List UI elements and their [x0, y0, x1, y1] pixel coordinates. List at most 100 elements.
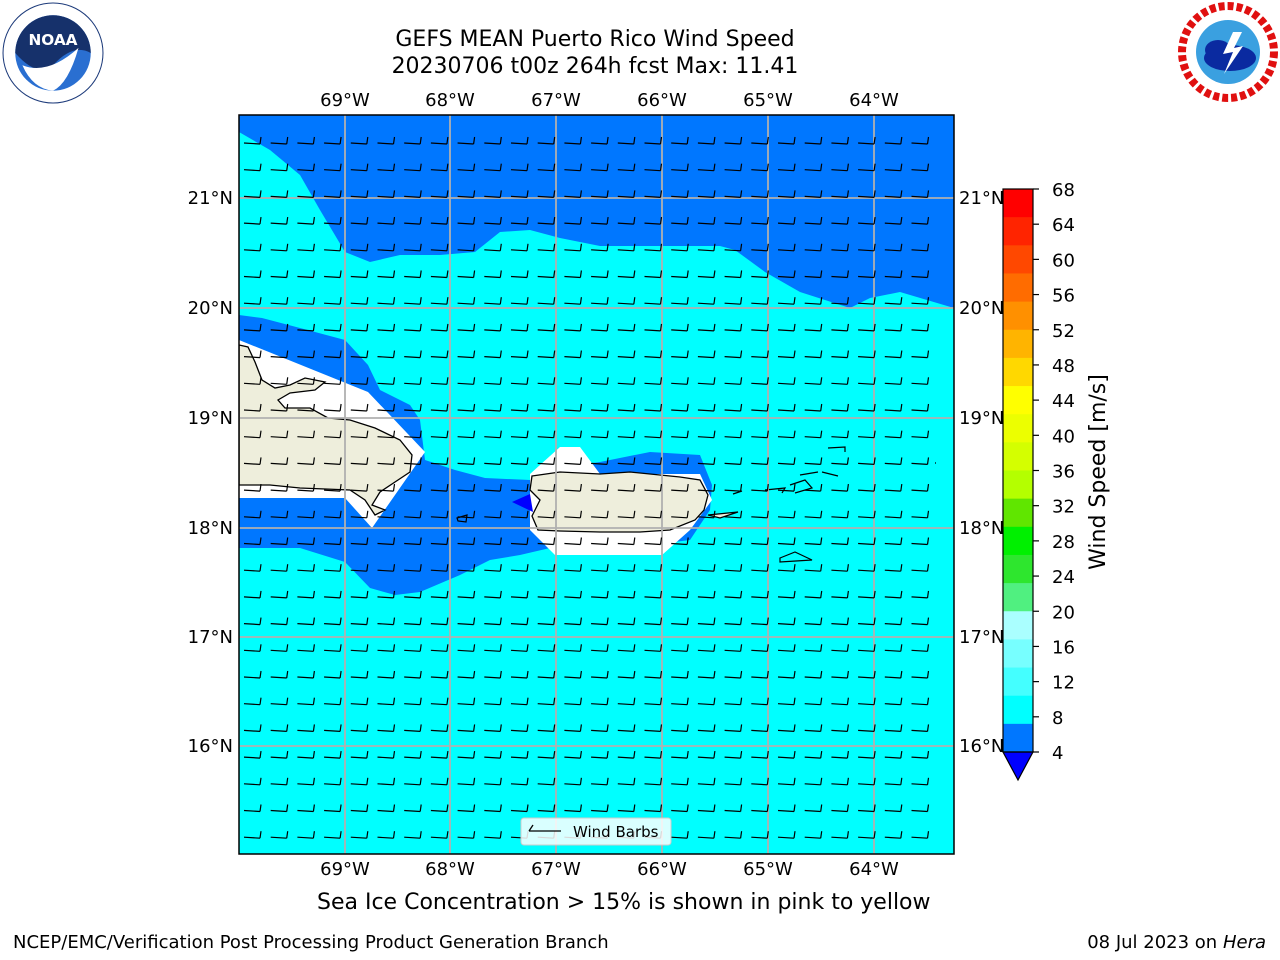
colorbar-tick-label: 44: [1052, 391, 1075, 412]
wind-barb: [884, 564, 903, 572]
wind-barb: [350, 297, 369, 305]
wind-barb: [858, 403, 876, 412]
wind-barb: [510, 243, 529, 252]
wind-barb: [297, 430, 315, 439]
wind-barb: [858, 510, 876, 519]
bottom-longitude-labels: 69°W 68°W 67°W 66°W 65°W 64°W: [320, 859, 899, 880]
wind-barb: [484, 751, 502, 759]
wind-barb: [671, 136, 689, 145]
wind-barb: [858, 270, 876, 279]
wind-barb: [751, 777, 769, 786]
wind-barb: [858, 377, 876, 385]
wind-barb: [591, 724, 609, 732]
wind-barb: [457, 163, 476, 172]
wind-barb: [911, 190, 930, 198]
wind-barb: [777, 777, 796, 786]
wind-barb: [350, 804, 369, 813]
wind-barb: [564, 590, 582, 599]
wind-barb: [804, 323, 823, 332]
wind-barb: [751, 136, 769, 145]
wind-barb: [350, 403, 369, 412]
wind-barb: [644, 751, 663, 759]
wind-barb: [591, 858, 608, 865]
colorbar-tick-label: 40: [1052, 426, 1075, 447]
wind-barb: [270, 777, 289, 786]
wind-barb: [777, 297, 796, 305]
lat-label-right: 21°N: [959, 188, 1004, 209]
wind-barb: [430, 297, 449, 305]
wind-barb: [457, 350, 476, 359]
wind-barb: [270, 297, 289, 305]
wind-barb: [430, 136, 449, 145]
wind-barb: [430, 697, 449, 706]
wind-barb: [537, 724, 556, 732]
wind-barb: [911, 323, 930, 332]
wind-barb: [297, 858, 314, 865]
wind-barb: [884, 644, 903, 652]
wind-barb: [884, 297, 903, 305]
wind-barb: [911, 457, 930, 465]
wind-barb: [858, 644, 876, 652]
wind-barb: [724, 484, 743, 492]
wind-barb: [404, 751, 422, 759]
wind-barb: [243, 617, 262, 626]
wind-barb: [324, 537, 342, 546]
wind-barb: [724, 777, 743, 786]
wind-barb: [644, 644, 663, 652]
wind-barb: [644, 510, 663, 519]
wind-barb: [377, 644, 396, 652]
wind-barb: [270, 670, 289, 679]
wind-barb: [724, 377, 743, 385]
wind-barb: [297, 697, 315, 706]
wind-barb: [350, 724, 369, 732]
wind-barb: [564, 350, 582, 359]
lon-label-bottom: 65°W: [743, 859, 793, 880]
wind-barb: [404, 831, 422, 839]
wind-barb: [350, 163, 369, 172]
colorbar-segment: [1003, 273, 1033, 303]
wind-barb: [430, 403, 449, 412]
wind-barb: [911, 270, 930, 279]
wind-barb: [537, 136, 556, 145]
wind-barb: [350, 323, 369, 332]
wind-barb: [697, 644, 716, 652]
wind-barb: [858, 484, 876, 492]
wind-barb: [591, 590, 609, 599]
wind-barb: [457, 537, 476, 546]
wind-barb: [751, 564, 769, 572]
wind-barb: [270, 751, 289, 759]
wind-barb: [430, 377, 449, 385]
wind-barb: [617, 323, 636, 332]
wind-barb: [404, 270, 422, 279]
wind-barb: [404, 136, 422, 145]
wind-barb: [751, 377, 769, 385]
wind-barb: [777, 190, 796, 198]
wind-barb: [564, 751, 582, 759]
wind-barb: [564, 697, 582, 706]
wind-barb: [697, 697, 716, 706]
wind-barb: [270, 617, 289, 626]
wind-barb: [270, 163, 289, 172]
wind-barb: [430, 670, 449, 679]
wind-barb: [564, 724, 582, 732]
wind-barb: [297, 831, 315, 839]
wind-barb: [243, 350, 262, 359]
wind-barb: [324, 751, 342, 759]
wind-barb: [858, 350, 876, 359]
wind-barb: [644, 457, 663, 465]
wind-barb: [884, 243, 903, 252]
wind-barb: [430, 804, 449, 813]
wind-barb: [751, 537, 769, 546]
wind-barb: [777, 537, 796, 546]
wind-barb: [243, 377, 262, 385]
wind-barb: [484, 243, 502, 252]
wind-barb: [884, 724, 903, 732]
wind-barb: [751, 644, 769, 652]
wind-barb: [297, 644, 315, 652]
wind-barb: [751, 190, 769, 198]
wind-barb: [591, 697, 609, 706]
wind-barb: [777, 430, 796, 439]
wind-barb: [297, 403, 315, 412]
wind-barb: [858, 697, 876, 706]
wind-barb: [430, 217, 449, 225]
